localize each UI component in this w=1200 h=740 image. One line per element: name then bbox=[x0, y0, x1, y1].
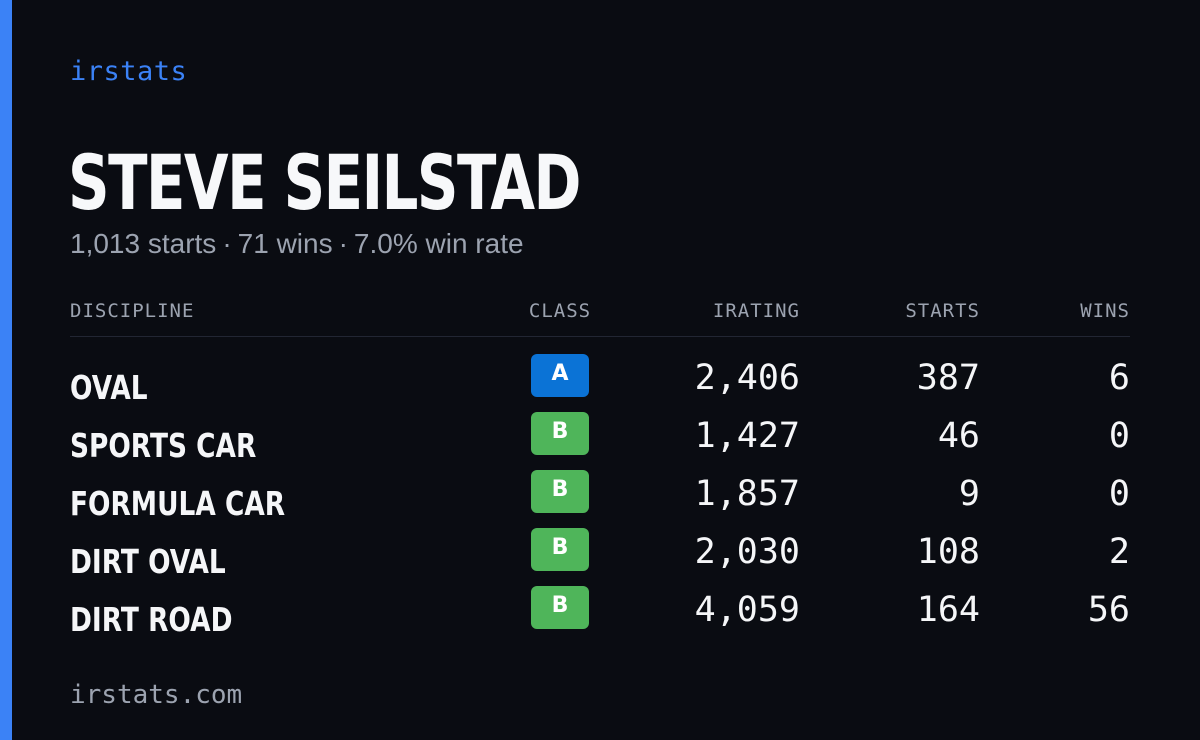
accent-bar bbox=[0, 0, 12, 740]
starts-value: 164 bbox=[916, 590, 980, 630]
starts-value: 108 bbox=[916, 532, 980, 572]
summary-wins: 71 wins bbox=[237, 228, 333, 259]
discipline-name: FORMULA CAR bbox=[70, 484, 286, 523]
discipline-name: SPORTS CAR bbox=[70, 426, 257, 465]
driver-summary: 1,013 starts · 71 wins · 7.0% win rate bbox=[70, 228, 524, 260]
header-discipline: DISCIPLINE bbox=[70, 300, 195, 322]
table-row: SPORTS CAR B 1,427 46 0 bbox=[70, 412, 1130, 470]
irating-value: 1,427 bbox=[694, 416, 800, 456]
discipline-name: DIRT OVAL bbox=[70, 542, 226, 581]
license-class-badge: B bbox=[531, 528, 589, 571]
brand-logo-text: irstats bbox=[70, 56, 188, 87]
footer-site-url: irstats.com bbox=[70, 680, 243, 710]
table-row: DIRT OVAL B 2,030 108 2 bbox=[70, 528, 1130, 586]
table-header: DISCIPLINE CLASS IRATING STARTS WINS bbox=[70, 296, 1130, 337]
license-class-badge: B bbox=[531, 470, 589, 513]
header-irating: IRATING bbox=[712, 300, 800, 322]
license-class-badge: B bbox=[531, 586, 589, 629]
irating-value: 4,059 bbox=[694, 590, 800, 630]
table-row: FORMULA CAR B 1,857 9 0 bbox=[70, 470, 1130, 528]
discipline-name: DIRT ROAD bbox=[70, 600, 233, 639]
summary-win-rate: 7.0% win rate bbox=[353, 228, 524, 259]
summary-separator: · bbox=[338, 228, 348, 259]
discipline-name: OVAL bbox=[70, 368, 148, 407]
summary-separator: · bbox=[222, 228, 232, 259]
discipline-stats-table: DISCIPLINE CLASS IRATING STARTS WINS OVA… bbox=[70, 296, 1130, 644]
license-class-badge: B bbox=[531, 412, 589, 455]
driver-name: STEVE SEILSTAD bbox=[68, 138, 581, 227]
table-body: OVAL A 2,406 387 6 SPORTS CAR B 1,427 46… bbox=[70, 337, 1130, 644]
wins-value: 0 bbox=[1108, 416, 1130, 456]
starts-value: 9 bbox=[958, 474, 980, 514]
starts-value: 387 bbox=[916, 358, 980, 398]
header-starts: STARTS bbox=[905, 300, 980, 322]
irating-value: 2,406 bbox=[694, 358, 800, 398]
wins-value: 6 bbox=[1108, 358, 1130, 398]
starts-value: 46 bbox=[937, 416, 980, 456]
irating-value: 1,857 bbox=[694, 474, 800, 514]
header-wins: WINS bbox=[1080, 300, 1130, 322]
wins-value: 2 bbox=[1108, 532, 1130, 572]
table-row: OVAL A 2,406 387 6 bbox=[70, 354, 1130, 412]
wins-value: 56 bbox=[1087, 590, 1130, 630]
license-class-badge: A bbox=[531, 354, 589, 397]
header-class: CLASS bbox=[528, 300, 592, 322]
irating-value: 2,030 bbox=[694, 532, 800, 572]
wins-value: 0 bbox=[1108, 474, 1130, 514]
table-row: DIRT ROAD B 4,059 164 56 bbox=[70, 586, 1130, 644]
summary-starts: 1,013 starts bbox=[70, 228, 217, 259]
